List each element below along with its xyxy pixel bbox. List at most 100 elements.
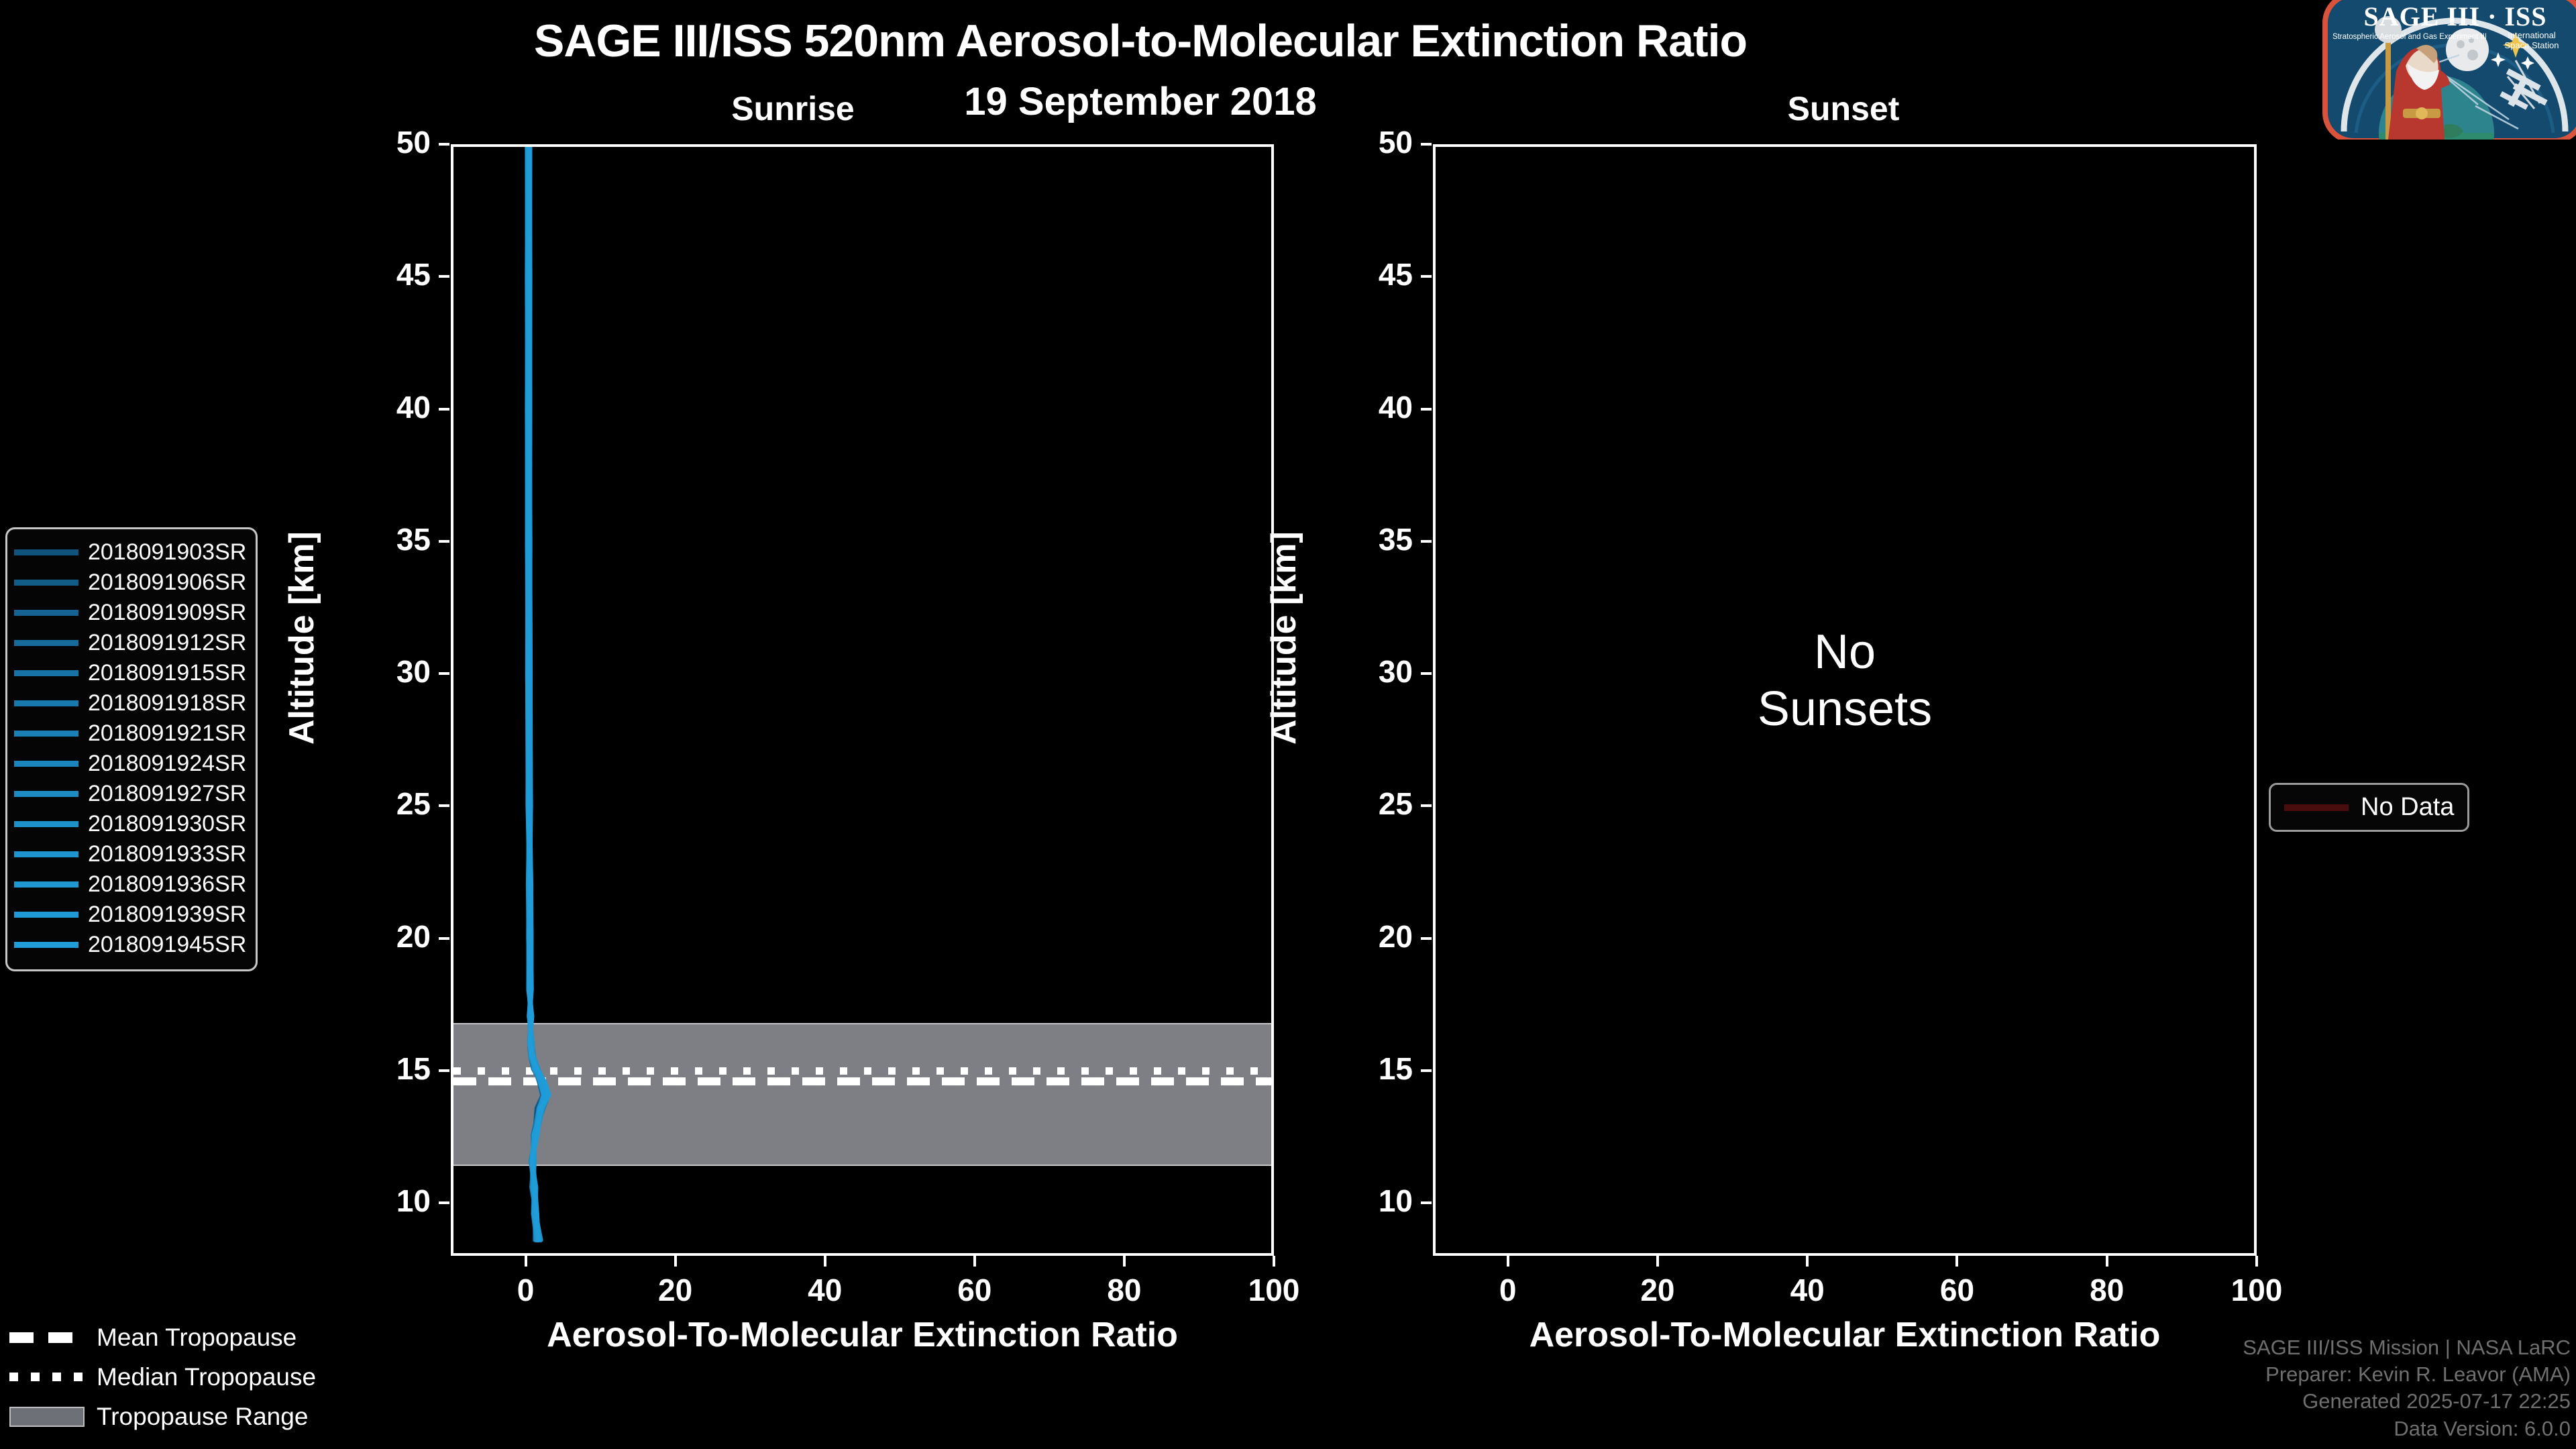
y-tick-label: 10 [1378,1183,1413,1219]
sunset-x-axis-title: Aerosol-To-Molecular Extinction Ratio [1529,1316,2161,1354]
legend-color-swatch [14,821,78,827]
mean-tropopause-line [453,1077,1271,1085]
sunset-panel-heading: Sunset [1787,90,1900,127]
x-tick-label: 60 [957,1273,992,1307]
legend-item-label: 2018091924SR [88,751,247,776]
legend-item[interactable]: 2018091927SR [14,779,246,809]
y-tick-label: 30 [1378,654,1413,690]
legend-color-swatch [14,700,78,706]
tropopause-legend-item: Tropopause Range [9,1397,316,1436]
legend-item[interactable]: 2018091936SR [14,869,246,900]
tropopause-legend-item: Mean Tropopause [9,1318,316,1357]
y-tick-mark [439,1069,449,1072]
y-tick-label: 10 [396,1183,431,1219]
x-tick-mark [524,1256,527,1267]
y-tick-mark [1421,1201,1432,1205]
legend-item[interactable]: 2018091924SR [14,749,246,779]
legend-color-swatch [14,731,78,737]
tropopause-legend-label: Mean Tropopause [97,1323,297,1351]
sunset-y-axis-title: Altitude [km] [1265,531,1303,745]
legend-item[interactable]: 2018091918SR [14,688,246,718]
y-tick-mark [439,143,449,146]
y-tick-label: 35 [396,521,431,557]
svg-text:SAGE III · ISS: SAGE III · ISS [2363,1,2546,32]
tropopause-legend-key-dashed [9,1332,85,1343]
legend-color-swatch [14,640,78,646]
legend-color-swatch [14,610,78,616]
y-tick-label: 50 [1378,125,1413,160]
y-tick-label: 20 [1378,918,1413,954]
credit-line: Generated 2025-07-17 22:25 [2302,1389,2571,1413]
y-tick-label: 45 [1378,257,1413,292]
legend-color-swatch [14,670,78,676]
legend-item[interactable]: 2018091903SR [14,537,246,568]
legend-item-label: 2018091921SR [88,720,247,746]
y-tick-mark [1421,143,1432,146]
y-tick-mark [1421,804,1432,808]
legend-item[interactable]: 2018091915SR [14,658,246,688]
legend-item-label: 2018091927SR [88,781,247,806]
y-tick-mark [1421,407,1432,411]
legend-item-label: 2018091912SR [88,630,247,655]
y-tick-mark [439,936,449,940]
legend-color-swatch [14,761,78,767]
sunrise-events-legend[interactable]: 2018091903SR 2018091906SR 2018091909SR 2018… [5,527,258,971]
legend-item-label: 2018091939SR [88,902,247,927]
legend-item[interactable]: 2018091933SR [14,839,246,869]
y-tick-label: 40 [1378,389,1413,425]
x-tick-mark [1122,1256,1126,1267]
x-tick-mark [1806,1256,1809,1267]
x-tick-label: 0 [1499,1273,1517,1307]
tropopause-legend-label: Median Tropopause [97,1362,317,1391]
aerosol-ratio-profiles [453,147,1271,1253]
y-tick-mark [439,275,449,278]
credit-line: SAGE III/ISS Mission | NASA LaRC [2243,1335,2571,1359]
legend-item[interactable]: 2018091930SR [14,809,246,839]
svg-text:Space Station: Space Station [2505,40,2559,50]
y-tick-label: 45 [396,257,431,292]
tropopause-range-band [453,1022,1271,1166]
x-tick-mark [1955,1256,1959,1267]
sunset-plot-panel [1433,144,2257,1256]
tropopause-legend-label: Tropopause Range [97,1402,309,1430]
x-tick-mark [1273,1256,1275,1267]
no-data-swatch [2284,804,2349,811]
legend-item[interactable]: 2018091921SR [14,718,246,749]
legend-item-label: 2018091918SR [88,690,247,716]
x-tick-label: 100 [2231,1273,2283,1307]
legend-item[interactable]: 2018091939SR [14,900,246,930]
x-tick-mark [674,1256,677,1267]
svg-text:International: International [2508,30,2556,40]
legend-item-label: 2018091930SR [88,811,247,837]
legend-item[interactable]: 2018091912SR [14,628,246,658]
legend-color-swatch [14,580,78,586]
y-tick-mark [1421,275,1432,278]
credit-line: Data Version: 6.0.0 [2394,1416,2571,1440]
y-tick-mark [439,804,449,808]
sunrise-plot-panel [451,144,1274,1256]
x-tick-label: 60 [1939,1273,1975,1307]
legend-item-label: 2018091945SR [88,932,247,957]
x-tick-mark [1506,1256,1509,1267]
no-data-legend[interactable]: No Data [2269,783,2470,832]
page-title: SAGE III/ISS 520nm Aerosol-to-Molecular … [533,15,1748,66]
legend-color-swatch [14,549,78,555]
tropopause-legend: Mean Tropopause Median Tropopause Tropopau… [9,1318,316,1436]
legend-item[interactable]: 2018091945SR [14,930,246,960]
sunrise-x-axis-title: Aerosol-To-Molecular Extinction Ratio [547,1316,1178,1354]
profile-line [528,147,549,1240]
y-tick-mark [1421,936,1432,940]
sage-iii-iss-mission-patch-icon: SAGE III · ISS Stratospheric Aerosol and… [2317,0,2576,140]
legend-item-label: 2018091915SR [88,660,247,686]
y-tick-label: 30 [396,654,431,690]
legend-color-swatch [14,881,78,888]
y-tick-mark [439,672,449,676]
x-tick-label: 20 [1640,1273,1675,1307]
y-tick-mark [439,539,449,543]
legend-item[interactable]: 2018091906SR [14,568,246,598]
x-tick-label: 40 [808,1273,843,1307]
legend-color-swatch [14,942,78,948]
x-tick-mark [2255,1256,2258,1267]
legend-item[interactable]: 2018091909SR [14,598,246,628]
y-tick-label: 25 [1378,786,1413,822]
